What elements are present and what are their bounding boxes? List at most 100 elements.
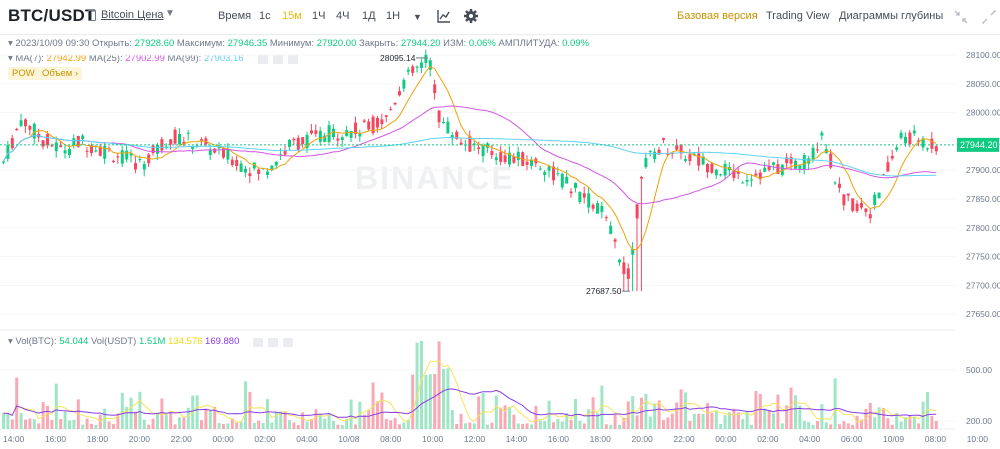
- volume-bar: [446, 368, 450, 429]
- candle-body: [917, 140, 921, 143]
- last-price-tag: [957, 137, 999, 152]
- vol-eye-icon[interactable]: [253, 338, 263, 347]
- candle-date: 2023/10/09 09:30: [15, 38, 90, 49]
- vol-close-icon[interactable]: [283, 338, 293, 347]
- volume-bar: [371, 382, 375, 429]
- volume-bar: [402, 422, 406, 429]
- view-depth-tab[interactable]: Диаграммы глубины: [839, 10, 944, 22]
- candle-body: [389, 109, 393, 111]
- interval-1h[interactable]: 1Ч: [312, 10, 326, 22]
- eye-icon[interactable]: [258, 55, 268, 64]
- volume-bar: [41, 402, 45, 429]
- volume-bar: [345, 418, 349, 429]
- volume-bar: [560, 421, 564, 429]
- top-toolbar: BTC/USDT Bitcoin Цена ▼ Время 1с 15м 1Ч …: [0, 0, 1000, 34]
- gear-icon[interactable]: [464, 9, 478, 23]
- settings-icon[interactable]: [273, 55, 283, 64]
- pow-tag[interactable]: POW: [8, 67, 39, 80]
- volume-bar: [204, 408, 208, 429]
- close-icon[interactable]: [288, 55, 298, 64]
- volume-bar: [499, 407, 503, 429]
- volume-bar: [754, 390, 758, 429]
- interval-1d[interactable]: 1Д: [362, 10, 376, 22]
- interval-time-label[interactable]: Время: [218, 10, 252, 22]
- volume-bar: [719, 424, 723, 429]
- volume-bar: [868, 402, 872, 429]
- interval-1w[interactable]: 1Н: [386, 10, 401, 22]
- interval-15m[interactable]: 15м: [282, 10, 302, 22]
- candle-body: [547, 166, 551, 171]
- volume-bar: [697, 413, 701, 429]
- candle-body: [886, 162, 890, 172]
- candle-body: [904, 136, 907, 144]
- candle-body: [380, 119, 384, 125]
- volume-bar: [424, 374, 428, 429]
- view-tradingview-tab[interactable]: Trading View: [766, 10, 830, 22]
- collapse-vol-icon[interactable]: ▾: [8, 336, 13, 347]
- volume-bar: [301, 412, 305, 429]
- candle-body: [6, 145, 10, 159]
- candle-body: [846, 193, 850, 196]
- more-intervals-icon[interactable]: ▼: [413, 12, 422, 22]
- volume-bar: [864, 408, 868, 429]
- indicator-chart-icon[interactable]: [437, 9, 451, 23]
- candle-body: [648, 150, 652, 152]
- volume-bar: [912, 416, 916, 429]
- candle-body: [604, 217, 608, 219]
- collapse-ma-icon[interactable]: ▾: [8, 53, 13, 64]
- volume-bar: [662, 420, 665, 429]
- candle-body: [912, 130, 916, 134]
- vol-settings-icon[interactable]: [268, 338, 278, 347]
- volume-bar: [81, 424, 85, 429]
- candle-body: [560, 173, 564, 188]
- candle-body: [120, 150, 124, 164]
- volume-bar: [807, 422, 811, 429]
- volume-bar: [481, 392, 485, 429]
- volume-bar: [420, 341, 423, 429]
- volume-bar: [314, 409, 318, 429]
- candle-body: [855, 203, 859, 212]
- volume-bar: [895, 412, 899, 429]
- volume-tag[interactable]: Объем ›: [38, 67, 83, 80]
- candle-body: [644, 157, 648, 168]
- vol-ma2-value: 169.880: [205, 336, 240, 347]
- last-price-label: 27944.20: [960, 140, 998, 150]
- volume-bar: [723, 415, 727, 429]
- candle-body: [543, 171, 547, 176]
- volume-bar: [169, 411, 173, 429]
- expand-icon[interactable]: [982, 10, 996, 24]
- volume-bar: [195, 395, 199, 429]
- candle-body: [138, 158, 142, 160]
- candle-body: [186, 132, 190, 134]
- candle-body: [833, 182, 837, 184]
- candle-body: [160, 139, 164, 151]
- candle-body: [103, 145, 107, 159]
- volume-bar: [604, 424, 608, 429]
- pair-title[interactable]: BTC/USDT: [8, 6, 96, 25]
- volume-bar: [411, 374, 415, 429]
- candle-body: [274, 161, 278, 166]
- interval-1s[interactable]: 1с: [259, 10, 271, 22]
- candle-body: [85, 150, 89, 152]
- candle-body: [50, 145, 54, 147]
- candle-body: [895, 147, 899, 150]
- volume-bar: [76, 399, 80, 429]
- collapse-icon[interactable]: [954, 10, 968, 24]
- candle-body: [420, 62, 423, 68]
- volume-bar: [838, 424, 841, 429]
- view-basic-tab[interactable]: Базовая версия: [677, 10, 758, 22]
- candle-body: [134, 163, 137, 170]
- candle-body: [125, 150, 129, 160]
- volume-bar: [767, 409, 771, 429]
- volume-bar: [116, 413, 120, 429]
- volume-bar: [244, 381, 247, 429]
- volume-bar: [908, 415, 912, 429]
- candle-body: [94, 150, 98, 152]
- coin-info-link[interactable]: Bitcoin Цена: [101, 9, 164, 21]
- volume-bar: [310, 418, 313, 429]
- collapse-ohlc-icon[interactable]: ▾: [8, 38, 13, 49]
- volume-bar: [138, 391, 142, 429]
- chevron-down-icon[interactable]: ▼: [165, 8, 175, 19]
- interval-4h[interactable]: 4Ч: [336, 10, 350, 22]
- volume-bar: [574, 399, 577, 429]
